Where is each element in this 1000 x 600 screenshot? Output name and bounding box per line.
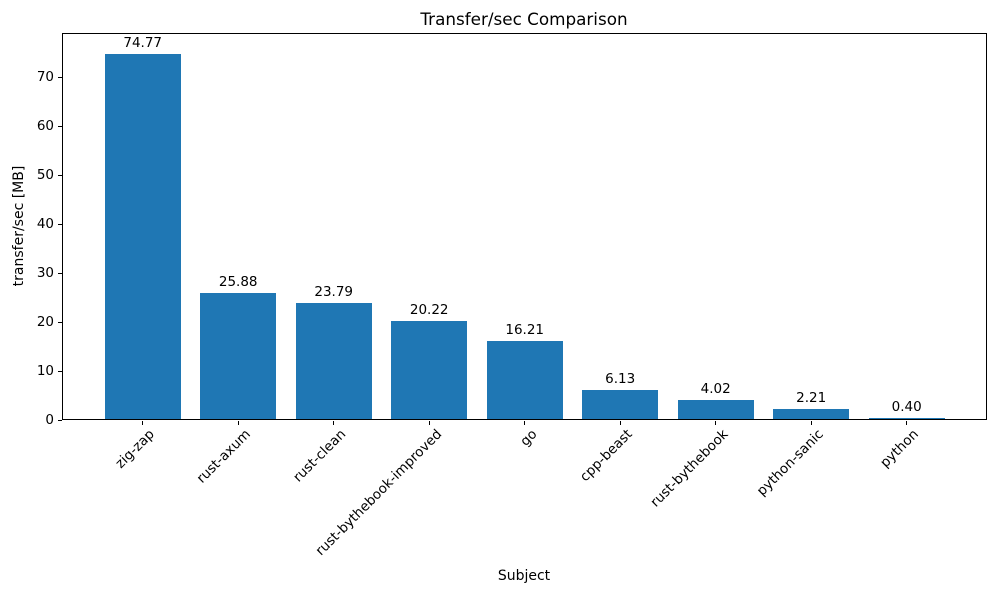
y-tick-mark bbox=[58, 76, 62, 78]
x-tick-mark bbox=[619, 421, 621, 425]
x-tick-mark bbox=[715, 421, 717, 425]
bar-value-label: 25.88 bbox=[218, 274, 258, 291]
y-tick-mark bbox=[58, 223, 62, 225]
bar bbox=[200, 293, 277, 420]
y-tick-label: 10 bbox=[36, 362, 54, 379]
y-tick-label: 70 bbox=[36, 68, 54, 85]
bar bbox=[773, 409, 850, 420]
bar-value-label: 23.79 bbox=[314, 284, 354, 301]
x-tick-mark bbox=[237, 421, 239, 425]
bar bbox=[295, 303, 372, 420]
x-tick-label: go bbox=[517, 426, 541, 450]
bar bbox=[677, 400, 754, 420]
bar bbox=[104, 53, 181, 420]
bar bbox=[868, 418, 945, 420]
y-tick-label: 0 bbox=[45, 411, 54, 428]
y-tick-mark bbox=[58, 174, 62, 176]
chart-title: Transfer/sec Comparison bbox=[420, 9, 628, 29]
x-tick-mark bbox=[428, 421, 430, 425]
bar-value-label: 0.40 bbox=[891, 399, 922, 416]
x-tick-label: rust-bythebook bbox=[647, 426, 732, 511]
bar-value-label: 2.21 bbox=[796, 390, 827, 407]
y-tick-mark bbox=[58, 419, 62, 421]
y-tick-label: 20 bbox=[36, 313, 54, 330]
y-tick-label: 60 bbox=[36, 117, 54, 134]
bar bbox=[486, 340, 563, 420]
x-tick-mark bbox=[333, 421, 335, 425]
bar-value-label: 6.13 bbox=[605, 370, 636, 387]
x-tick-mark bbox=[524, 421, 526, 425]
x-tick-mark bbox=[810, 421, 812, 425]
bar bbox=[582, 389, 659, 420]
bar-value-label: 16.21 bbox=[505, 321, 545, 338]
x-tick-label: rust-axum bbox=[193, 426, 254, 487]
x-tick-label: cpp-beast bbox=[577, 426, 636, 485]
x-tick-label: rust-clean bbox=[290, 426, 350, 486]
bar bbox=[391, 320, 468, 420]
bar-value-label: 20.22 bbox=[409, 301, 449, 318]
y-tick-mark bbox=[58, 321, 62, 323]
y-tick-mark bbox=[58, 272, 62, 274]
y-tick-mark bbox=[58, 370, 62, 372]
x-tick-mark bbox=[906, 421, 908, 425]
x-tick-label: python-sanic bbox=[753, 426, 827, 500]
x-axis-label: Subject bbox=[497, 568, 551, 584]
bar-value-label: 4.02 bbox=[700, 381, 731, 398]
y-tick-label: 50 bbox=[36, 166, 54, 183]
y-tick-label: 30 bbox=[36, 264, 54, 281]
bar-value-label: 74.77 bbox=[123, 34, 163, 51]
y-tick-mark bbox=[58, 125, 62, 127]
x-tick-label: python bbox=[877, 426, 923, 472]
y-tick-label: 40 bbox=[36, 215, 54, 232]
x-tick-label: zig-zap bbox=[112, 426, 159, 472]
x-tick-mark bbox=[142, 421, 144, 425]
